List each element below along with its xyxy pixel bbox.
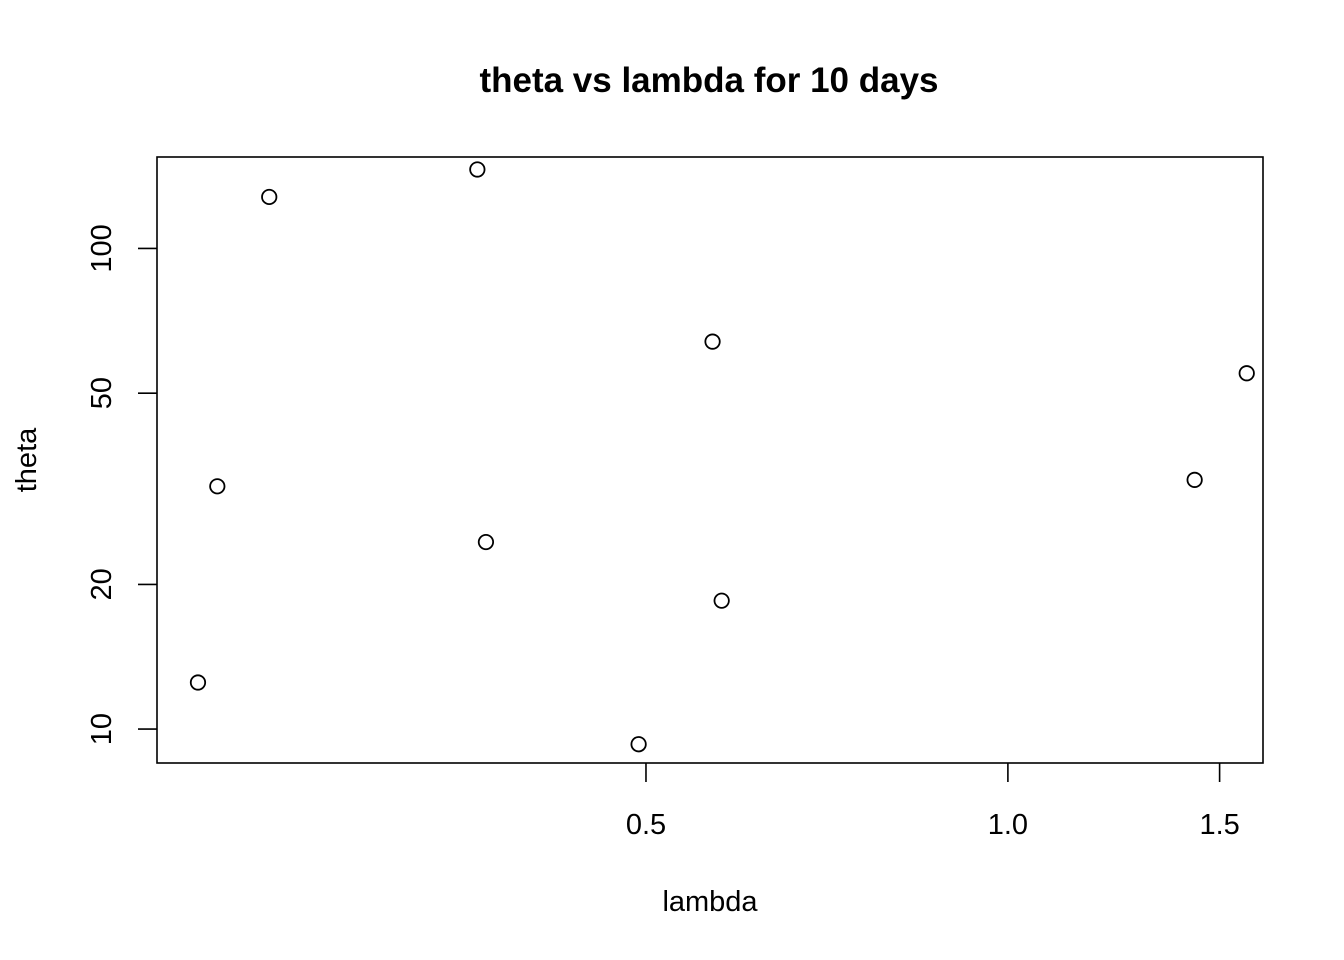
y-tick-label-1: 20	[86, 568, 118, 600]
y-axis: 10 20 50 100	[86, 224, 157, 745]
x-tick-label-2: 1.5	[1199, 809, 1239, 841]
data-point-8	[1186, 471, 1203, 488]
plot-frame	[156, 156, 1264, 764]
data-point-9	[1238, 365, 1255, 382]
data-point-3	[469, 161, 486, 178]
y-tick-label-2: 50	[86, 377, 118, 409]
data-point-4	[477, 533, 495, 551]
chart-title: theta vs lambda for 10 days	[479, 61, 938, 100]
data-point-7	[713, 592, 730, 609]
data-point-1	[209, 478, 226, 495]
data-point-6	[704, 333, 721, 350]
x-tick-label-0: 0.5	[626, 809, 666, 841]
data-points	[189, 161, 1255, 753]
y-axis-label: theta	[11, 427, 43, 492]
y-tick-label-0: 10	[86, 713, 118, 745]
x-axis: 0.5 1.0 1.5	[626, 763, 1240, 841]
data-point-2	[261, 188, 278, 206]
y-tick-label-3: 100	[86, 224, 118, 272]
data-point-5	[630, 736, 647, 753]
x-tick-label-1: 1.0	[988, 809, 1028, 841]
x-axis-label: lambda	[662, 886, 758, 918]
data-point-0	[189, 674, 207, 691]
